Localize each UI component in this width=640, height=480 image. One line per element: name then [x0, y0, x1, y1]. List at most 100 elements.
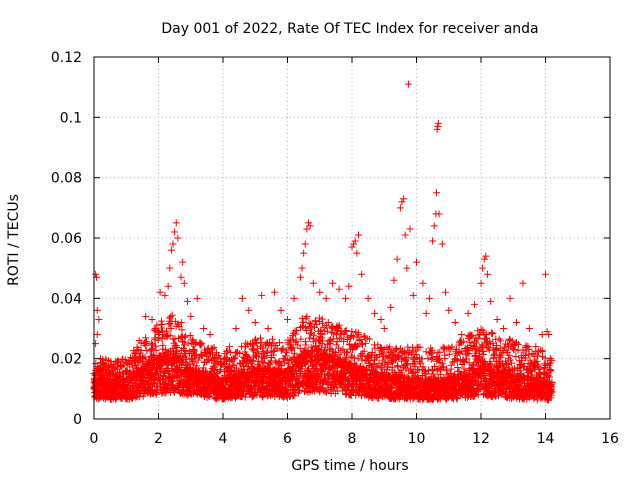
- scatter-point: [271, 288, 279, 296]
- scatter-point: [471, 300, 479, 308]
- scatter-band-point: [445, 350, 453, 358]
- scatter-point: [512, 318, 520, 326]
- x-tick-label: 10: [408, 431, 426, 447]
- scatter-point: [393, 255, 401, 263]
- scatter-band-point: [205, 348, 213, 356]
- scatter-band-point: [357, 351, 365, 359]
- y-tick-label: 0: [73, 412, 82, 428]
- scatter-band-point: [456, 349, 464, 357]
- scatter-point: [480, 255, 488, 263]
- scatter-band-point: [278, 346, 286, 354]
- scatter-band-point: [241, 393, 249, 401]
- scatter-band-point: [177, 319, 185, 327]
- scatter-band-point: [322, 388, 330, 396]
- scatter-point: [354, 231, 362, 239]
- scatter-point: [164, 282, 172, 290]
- scatter-point: [303, 225, 311, 233]
- scatter-band-point: [459, 356, 467, 364]
- scatter-band-point: [186, 331, 194, 339]
- scatter-band-point: [270, 340, 278, 348]
- scatter-point: [401, 231, 409, 239]
- scatter-band-point: [447, 365, 455, 373]
- scatter-band-point: [231, 355, 239, 363]
- scatter-point: [380, 325, 388, 332]
- scatter-band-point: [232, 364, 240, 372]
- scatter-band-point: [339, 345, 347, 353]
- scatter-point: [445, 306, 453, 314]
- x-axis-label: GPS time / hours: [291, 458, 408, 474]
- scatter-band-point: [521, 354, 529, 362]
- scatter-band-point: [514, 340, 522, 348]
- scatter-band-point: [398, 389, 406, 397]
- scatter-point: [169, 240, 177, 248]
- scatter-band-point: [401, 348, 409, 356]
- scatter-band-point: [198, 340, 206, 348]
- scatter-band-point: [180, 341, 188, 349]
- scatter-band-point: [136, 352, 144, 360]
- scatter-point: [425, 294, 433, 302]
- scatter-band-point: [412, 347, 420, 355]
- scatter-band-point: [114, 357, 122, 365]
- scatter-band-point: [372, 363, 380, 371]
- scatter-point: [438, 240, 446, 248]
- scatter-band-point: [335, 321, 343, 329]
- scatter-band-point: [305, 334, 313, 342]
- scatter-band-point: [270, 347, 278, 355]
- y-tick-label: 0.04: [51, 291, 82, 307]
- scatter-point: [219, 361, 227, 369]
- scatter-point: [258, 291, 266, 299]
- scatter-band-point: [168, 311, 176, 319]
- scatter-band-point: [253, 353, 261, 361]
- scatter-band-point: [312, 364, 320, 372]
- scatter-band-point: [158, 317, 166, 325]
- scatter-band-point: [333, 338, 341, 346]
- scatter-point: [409, 291, 417, 299]
- scatter-band-point: [285, 360, 293, 368]
- y-tick-label: 0.12: [51, 50, 82, 66]
- scatter-band-point: [385, 352, 393, 360]
- scatter-point: [487, 297, 495, 305]
- scatter-band-point: [362, 366, 370, 374]
- scatter-point: [129, 355, 137, 363]
- scatter-band-point: [311, 317, 319, 325]
- scatter-band-point: [319, 319, 327, 327]
- scatter-point: [419, 279, 427, 287]
- scatter-point: [422, 309, 430, 317]
- scatter-point: [351, 237, 359, 245]
- scatter-point: [345, 282, 353, 290]
- scatter-point: [179, 258, 187, 266]
- scatter-point: [301, 240, 309, 248]
- scatter-point: [543, 328, 551, 336]
- scatter-band-point: [502, 360, 510, 368]
- scatter-band-point: [182, 332, 190, 340]
- scatter-band-point: [548, 356, 556, 364]
- scatter-band-point: [337, 329, 345, 337]
- scatter-point: [93, 306, 101, 314]
- chart-title: Day 001 of 2022, Rate Of TEC Index for r…: [161, 21, 538, 37]
- scatter-band-point: [173, 350, 181, 358]
- y-tick-label: 0.08: [51, 171, 82, 187]
- scatter-band-point: [296, 344, 304, 352]
- scatter-band-point: [324, 318, 332, 326]
- y-axis-label: ROTI / TECUs: [6, 194, 22, 286]
- x-tick-label: 6: [283, 431, 292, 447]
- scatter-band-point: [458, 348, 466, 356]
- scatter-band-point: [303, 313, 311, 321]
- scatter-band-point: [291, 389, 299, 397]
- scatter-band-point: [506, 356, 514, 364]
- scatter-point: [493, 315, 501, 323]
- scatter-band-point: [344, 348, 352, 356]
- scatter-point: [548, 379, 556, 387]
- scatter-band-point: [282, 352, 290, 360]
- scatter-band-point: [128, 363, 136, 371]
- scatter-point: [451, 318, 459, 326]
- scatter-point: [342, 294, 350, 302]
- scatter-band-point: [435, 394, 443, 402]
- scatter-band-point: [383, 381, 391, 389]
- scatter-point: [122, 367, 130, 375]
- scatter-band-point: [213, 358, 221, 366]
- scatter-point: [156, 288, 164, 296]
- scatter-band-point: [342, 327, 350, 335]
- scatter-point: [213, 349, 221, 357]
